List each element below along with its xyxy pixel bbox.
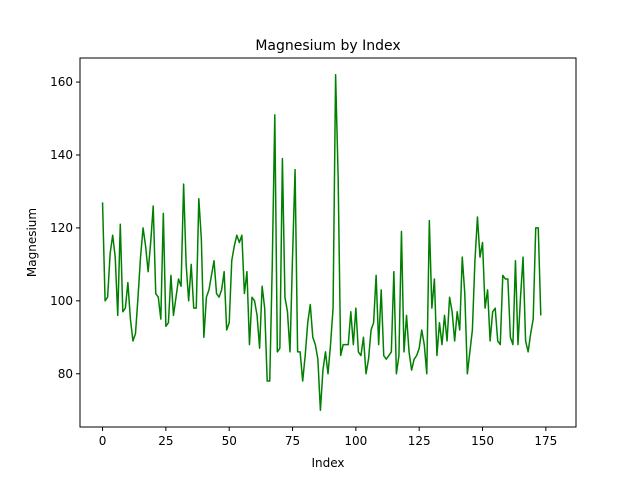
y-tick-label: 120 [50, 221, 73, 235]
x-tick-label: 100 [344, 434, 367, 448]
y-tick-label: 160 [50, 75, 73, 89]
chart-title: Magnesium by Index [255, 38, 400, 54]
x-axis: 0 25 50 75 100 125 150 175 [99, 427, 557, 448]
y-tick-label: 140 [50, 148, 73, 162]
x-axis-label: Index [311, 456, 344, 470]
x-tick-label: 25 [158, 434, 173, 448]
y-axis: 80 100 120 140 160 [50, 75, 80, 381]
x-tick-label: 125 [408, 434, 431, 448]
x-tick-label: 50 [222, 434, 237, 448]
x-tick-label: 75 [285, 434, 300, 448]
axes-frame [79, 57, 577, 428]
y-tick-label: 80 [58, 367, 73, 381]
plot-area [79, 57, 577, 428]
y-tick-label: 100 [50, 294, 73, 308]
x-tick-label: 150 [471, 434, 494, 448]
series-line-magnesium [101, 74, 542, 411]
x-tick-label: 0 [99, 434, 107, 448]
x-tick-label: 175 [534, 434, 557, 448]
y-axis-label: Magnesium [25, 208, 39, 277]
